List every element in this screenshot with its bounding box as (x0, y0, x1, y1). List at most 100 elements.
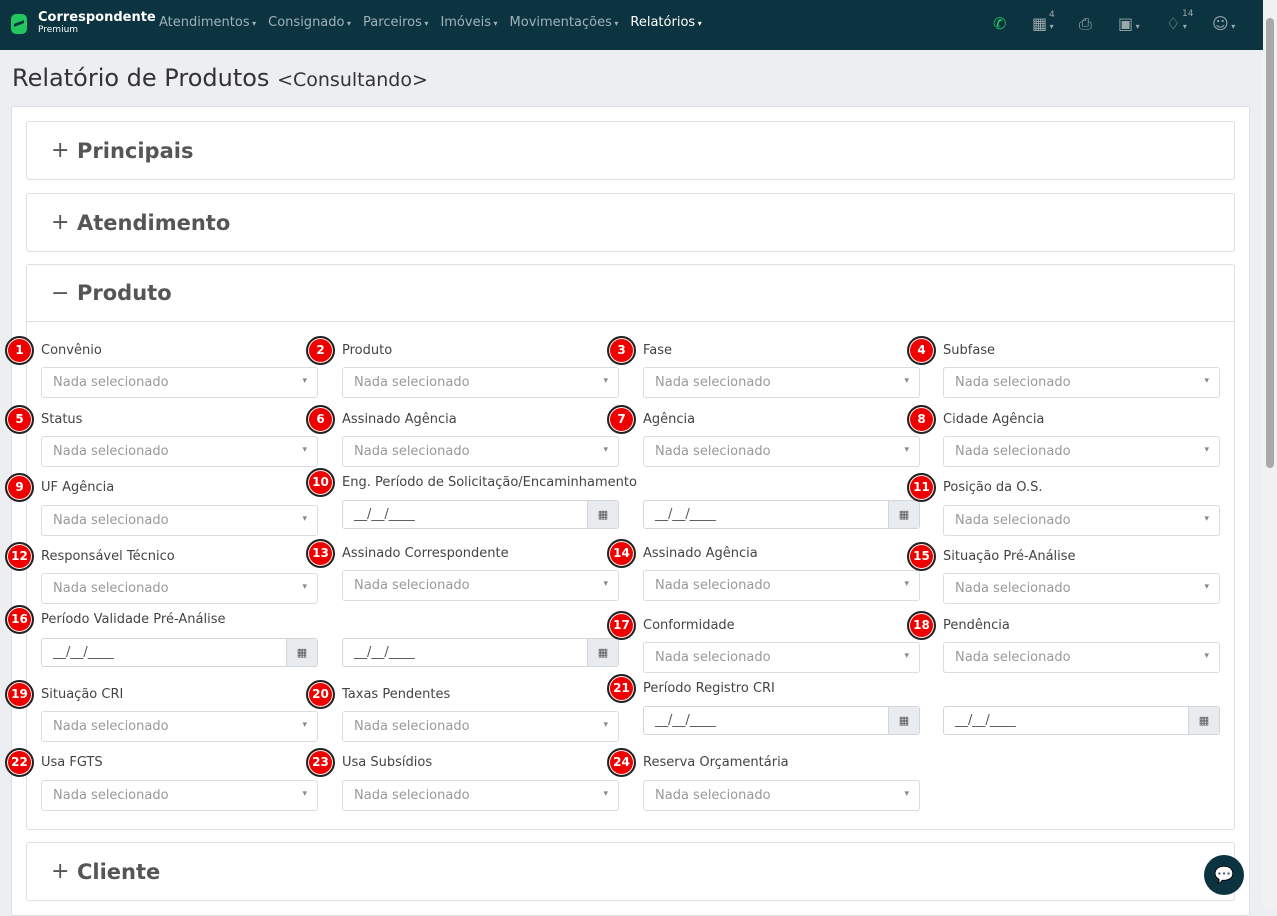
field-label: Reserva Orçamentária (643, 755, 789, 770)
menu-movimentacoes[interactable]: Movimentações (510, 15, 619, 30)
select-4[interactable]: Nada selecionado (943, 367, 1220, 398)
field-number-badge: 5 (5, 405, 34, 434)
menu-relatorios[interactable]: Relatórios (630, 15, 701, 30)
field-label: Eng. Período de Solicitação/Encaminhamen… (342, 475, 637, 490)
title-text: Relatório de Produtos (12, 64, 270, 92)
whatsapp-icon[interactable]: ✆ (993, 14, 1007, 33)
section-title[interactable]: Produto (77, 281, 172, 305)
select-11[interactable]: Nada selecionado (943, 505, 1220, 536)
select-15[interactable]: Nada selecionado (943, 573, 1220, 604)
calendar-icon[interactable]: ▦ (286, 639, 317, 666)
field-label: Fase (643, 343, 673, 358)
field-label: Posição da O.S. (943, 480, 1043, 495)
calendar-icon[interactable]: ▦ (1188, 707, 1219, 734)
field-label: Situação CRI (41, 687, 124, 702)
select-17[interactable]: Nada selecionado (643, 642, 920, 673)
field-number-badge: 8 (907, 405, 936, 434)
field-number-badge: 11 (907, 473, 936, 502)
expand-icon[interactable]: + (51, 859, 70, 884)
brand[interactable]: Correspondente Premium (38, 11, 156, 36)
logo[interactable] (11, 14, 27, 34)
select-22[interactable]: Nada selecionado (41, 780, 318, 811)
select-13[interactable]: Nada selecionado (342, 570, 619, 601)
select-6[interactable]: Nada selecionado (342, 436, 619, 467)
select-placeholder: Nada selecionado (955, 375, 1071, 390)
select-placeholder: Nada selecionado (955, 581, 1071, 596)
gift-icon[interactable]: ▣ ▾ (1118, 14, 1140, 33)
calendar-icon[interactable]: ▦ (587, 639, 618, 666)
select-placeholder: Nada selecionado (354, 788, 470, 803)
menu-parceiros[interactable]: Parceiros (363, 15, 428, 30)
select-20[interactable]: Nada selecionado (342, 711, 619, 742)
field-number-badge: 1 (5, 336, 34, 365)
section-cliente[interactable]: + Cliente (26, 842, 1235, 901)
field-label: Cidade Agência (943, 412, 1045, 427)
collapse-icon[interactable]: − (51, 280, 70, 306)
calendar-icon[interactable]: ▦ (587, 501, 618, 528)
select-8[interactable]: Nada selecionado (943, 436, 1220, 467)
menu-imoveis[interactable]: Imóveis (440, 15, 497, 30)
menu-atendimentos[interactable]: Atendimentos (159, 15, 256, 30)
field-label: Subfase (943, 343, 996, 358)
field-number-badge: 23 (306, 748, 335, 777)
date-placeholder: __/__/____ (655, 507, 716, 522)
menu-consignado[interactable]: Consignado (268, 15, 351, 30)
select-placeholder: Nada selecionado (655, 444, 771, 459)
select-12[interactable]: Nada selecionado (41, 573, 318, 604)
select-7[interactable]: Nada selecionado (643, 436, 920, 467)
date-placeholder: __/__/____ (354, 507, 415, 522)
select-2[interactable]: Nada selecionado (342, 367, 619, 398)
expand-icon[interactable]: + (51, 138, 70, 163)
title-status: <Consultando> (277, 69, 428, 91)
chat-icon[interactable]: 💬 (1204, 855, 1244, 895)
field-label: Produto (342, 343, 393, 358)
select-14[interactable]: Nada selecionado (643, 570, 920, 601)
date-to-21[interactable]: __/__/____ ▦ (943, 706, 1220, 735)
select-placeholder: Nada selecionado (655, 375, 771, 390)
field-number-badge: 4 (907, 336, 936, 365)
select-18[interactable]: Nada selecionado (943, 642, 1220, 673)
calendar-icon[interactable]: ▦ ▾ (1032, 14, 1054, 33)
bell-icon[interactable]: ♢ ▾ (1166, 14, 1187, 33)
calendar-icon[interactable]: ▦ (888, 501, 919, 528)
field-number-badge: 16 (5, 605, 34, 634)
field-label: UF Agência (41, 480, 115, 495)
date-from-16[interactable]: __/__/____ ▦ (41, 638, 318, 667)
field-number-badge: 2 (306, 336, 335, 365)
section-title: Atendimento (77, 210, 231, 235)
field-number-badge: 14 (607, 539, 636, 568)
section-atendimento[interactable]: + Atendimento (26, 193, 1235, 252)
field-number-badge: 12 (5, 542, 34, 571)
section-title: Cliente (77, 859, 161, 884)
field-label: Usa Subsídios (342, 755, 433, 770)
calendar-icon[interactable]: ▦ (888, 707, 919, 734)
section-principais[interactable]: + Principais (26, 121, 1235, 180)
field-number-badge: 21 (607, 674, 636, 703)
select-3[interactable]: Nada selecionado (643, 367, 920, 398)
field-number-badge: 15 (907, 542, 936, 571)
select-5[interactable]: Nada selecionado (41, 436, 318, 467)
select-23[interactable]: Nada selecionado (342, 780, 619, 811)
section-title: Principais (77, 138, 194, 163)
page-title: Relatório de Produtos <Consultando> (12, 64, 428, 92)
field-label: Situação Pré-Análise (943, 549, 1076, 564)
field-number-badge: 13 (306, 539, 335, 568)
date-from-21[interactable]: __/__/____ ▦ (643, 706, 920, 735)
field-number-badge: 7 (607, 405, 636, 434)
field-number-badge: 10 (306, 468, 335, 497)
main-menu: Atendimentos Consignado Parceiros Imóvei… (159, 15, 702, 30)
scrollbar-thumb[interactable] (1266, 18, 1274, 468)
user-icon[interactable]: ☺ ▾ (1212, 14, 1236, 33)
date-from-10[interactable]: __/__/____ ▦ (342, 500, 619, 529)
field-label: Status (41, 412, 83, 427)
select-19[interactable]: Nada selecionado (41, 711, 318, 742)
select-1[interactable]: Nada selecionado (41, 367, 318, 398)
scrollbar[interactable] (1263, 0, 1277, 909)
select-9[interactable]: Nada selecionado (41, 505, 318, 536)
select-24[interactable]: Nada selecionado (643, 780, 920, 811)
expand-icon[interactable]: + (51, 210, 70, 235)
printer-icon[interactable]: ⎙ (1079, 14, 1092, 33)
date-to-16[interactable]: __/__/____ ▦ (342, 638, 619, 667)
date-to-10[interactable]: __/__/____ ▦ (643, 500, 920, 529)
